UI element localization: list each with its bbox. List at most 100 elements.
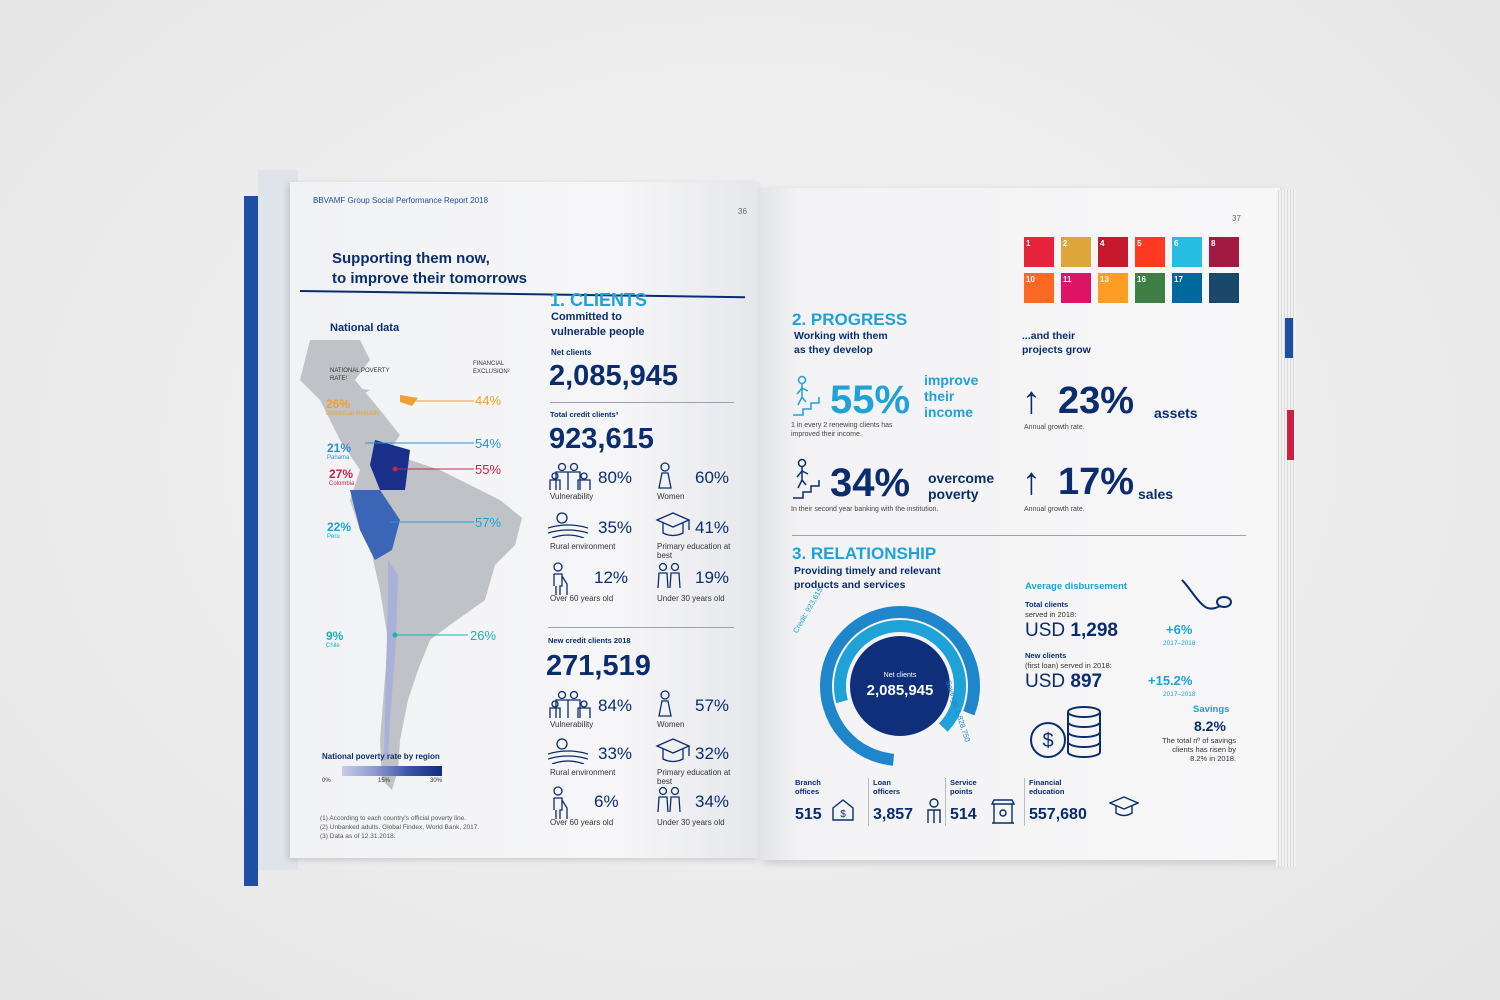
poverty-label-line: poverty bbox=[928, 486, 979, 502]
stat-label: Rural environment bbox=[550, 542, 616, 551]
sdg-goal-icon: 2 bbox=[1061, 237, 1091, 267]
progress-sub1: Working with them bbox=[794, 330, 888, 342]
clients-donut-chart bbox=[820, 606, 980, 766]
assets-percent: 23% bbox=[1058, 380, 1135, 422]
assets-label: assets bbox=[1154, 405, 1198, 421]
country-panama: 21% Panama bbox=[327, 441, 351, 461]
stat-value: 32% bbox=[695, 744, 730, 763]
total-clients-label: Total clients bbox=[1025, 600, 1069, 609]
sdg-icons-grid: 1 2 4 5 6 8 10 11 13 16 17 bbox=[1024, 237, 1244, 305]
stat-label: Vulnerability bbox=[550, 720, 594, 729]
exclusion-value: 57% bbox=[475, 515, 502, 530]
savings-note: The total nº of savings clients has rise… bbox=[1130, 736, 1236, 763]
red-page-tab bbox=[1287, 410, 1294, 460]
label-line: officers bbox=[873, 787, 901, 796]
credit-clients-label: Total credit clients³ bbox=[550, 410, 619, 419]
country-peru: 22% Peru bbox=[327, 520, 351, 540]
amount-value: 897 bbox=[1070, 671, 1103, 692]
page-number-left: 36 bbox=[738, 207, 747, 216]
legend-tick-30: 30% bbox=[430, 778, 443, 784]
rural-landscape-icon bbox=[547, 512, 589, 543]
savings-arc bbox=[820, 606, 980, 766]
exclusion-value: 54% bbox=[475, 436, 502, 451]
new-period: 2017–2018 bbox=[1163, 691, 1196, 698]
graduation-cap-icon bbox=[655, 738, 691, 769]
legend-color-scale bbox=[342, 766, 442, 776]
stat-value: 60% bbox=[695, 468, 730, 487]
divider bbox=[792, 535, 1246, 536]
sales-percent: 17% bbox=[1058, 461, 1135, 503]
footnotes: (1) According to each country's official… bbox=[320, 814, 479, 841]
sdg-goal-icon bbox=[1209, 273, 1239, 303]
sales-note: Annual growth rate. bbox=[1024, 506, 1085, 513]
sdg-goal-number: 8 bbox=[1211, 239, 1216, 248]
total-period: 2017–2018 bbox=[1163, 640, 1196, 647]
label-line: education bbox=[1029, 787, 1065, 796]
sdg-goal-number: 1 bbox=[1026, 239, 1031, 248]
total-clients-amount: USD 1,298 bbox=[1025, 620, 1118, 642]
country-chile: 9% Chile bbox=[326, 629, 343, 649]
officer-person-icon bbox=[925, 798, 943, 829]
country-colombia: 27% Colombia bbox=[329, 467, 354, 487]
bottom-stat-label: Service points bbox=[950, 778, 977, 796]
label-line: Service bbox=[950, 778, 977, 787]
new-growth: +15.2% bbox=[1148, 673, 1193, 688]
bottom-stat-value: 514 bbox=[950, 806, 977, 823]
sdg-goal-icon: 8 bbox=[1209, 237, 1239, 267]
stat-label: Over 60 years old bbox=[550, 594, 614, 603]
note-line: 1 in every 2 renewing clients has bbox=[791, 422, 893, 429]
country-name: Peru bbox=[327, 534, 340, 540]
stat-value: 35% bbox=[598, 518, 633, 537]
avg-disbursement-title: Average disbursement bbox=[1025, 581, 1128, 592]
country-dominican-republic: 26% Dominican Republic bbox=[326, 397, 379, 417]
country-rate: 9% bbox=[326, 629, 344, 643]
donut-center-value: 2,085,945 bbox=[866, 682, 934, 699]
total-clients-sub: served in 2018: bbox=[1025, 610, 1077, 619]
legend-tick-15: 15% bbox=[378, 778, 391, 784]
currency-label: USD bbox=[1025, 620, 1066, 641]
woman-icon bbox=[655, 690, 675, 725]
family-icon bbox=[548, 690, 594, 725]
exclusion-header: FINANCIAL EXCLUSION² bbox=[473, 361, 510, 375]
country-rate: 21% bbox=[327, 441, 352, 455]
stat-value: 57% bbox=[695, 696, 730, 715]
blue-page-tab bbox=[1285, 318, 1293, 358]
income-label-line: income bbox=[924, 404, 974, 420]
new-clients-amount: USD 897 bbox=[1025, 671, 1102, 693]
sdg-goal-number: 5 bbox=[1137, 239, 1142, 248]
label-line: points bbox=[950, 787, 973, 796]
bottom-stat-label: Financial education bbox=[1029, 778, 1064, 796]
bottom-stat-label: Loan officers bbox=[873, 778, 900, 796]
income-label: improve their income bbox=[924, 372, 978, 420]
new-credit-value: 271,519 bbox=[546, 650, 651, 682]
stat-label: Over 60 years old bbox=[550, 818, 614, 827]
divider bbox=[548, 627, 734, 628]
income-label-line: improve bbox=[924, 372, 979, 388]
report-title: BBVAMF Group Social Performance Report 2… bbox=[313, 196, 489, 205]
savings-title: Savings bbox=[1193, 704, 1230, 715]
new-credit-label: New credit clients 2018 bbox=[548, 636, 631, 645]
column-separator bbox=[868, 778, 869, 826]
currency-label: USD bbox=[1025, 671, 1066, 692]
donut-center bbox=[850, 636, 950, 736]
savings-value: 8.2% bbox=[1194, 718, 1226, 734]
poverty-label-line: overcome bbox=[928, 470, 995, 486]
sdg-goal-number: 13 bbox=[1100, 275, 1109, 284]
elderly-person-icon bbox=[548, 786, 570, 825]
stat-value: 19% bbox=[695, 568, 730, 587]
graduation-cap-icon bbox=[1108, 796, 1140, 823]
map-leader-lines bbox=[365, 400, 474, 638]
country-rate: 22% bbox=[327, 520, 352, 534]
net-clients-label: Net clients bbox=[551, 348, 592, 357]
svg-text:$: $ bbox=[1042, 730, 1053, 752]
poverty-percent: 34% bbox=[830, 461, 911, 505]
sdg-goal-icon: 4 bbox=[1098, 237, 1128, 267]
sdg-goal-number: 11 bbox=[1063, 275, 1072, 284]
exclusion-value: 26% bbox=[470, 628, 497, 643]
woman-icon bbox=[655, 462, 675, 497]
stat-label: Women bbox=[657, 720, 685, 729]
sdg-goal-number: 4 bbox=[1100, 239, 1105, 248]
note-line: improved their income. bbox=[791, 431, 862, 438]
divider bbox=[550, 402, 734, 403]
young-couple-icon bbox=[655, 562, 683, 595]
